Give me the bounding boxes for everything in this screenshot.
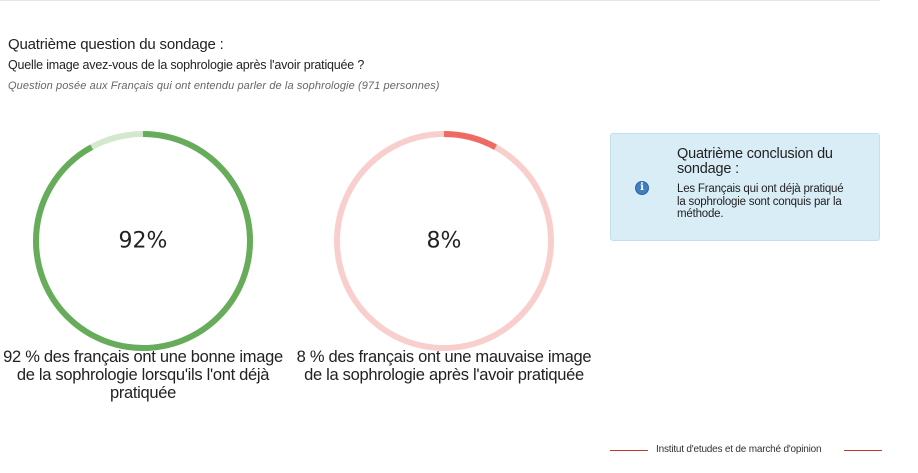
donut-arc-value xyxy=(334,131,554,351)
survey-question: Quelle image avez-vous de la sophrologie… xyxy=(8,58,365,72)
top-divider xyxy=(0,0,880,3)
donut-svg-negative: 8% xyxy=(334,131,554,351)
conclusion-callout: i Quatrième conclusion du sondage : Les … xyxy=(610,133,880,241)
survey-note: Question posée aux Français qui ont ente… xyxy=(8,80,440,92)
donut-center-label: 8% xyxy=(427,229,462,254)
donut-arc-value xyxy=(33,131,253,351)
donut-caption-positive: 92 % des français ont une bonne image de… xyxy=(3,348,283,402)
conclusion-text: Les Français qui ont déjà pratiqué la so… xyxy=(677,183,844,220)
donut-chart-negative: 8% xyxy=(331,128,557,354)
conclusion-title: Quatrième conclusion du sondage : xyxy=(677,146,833,177)
info-icon: i xyxy=(635,181,649,195)
footer-line-left xyxy=(610,450,648,451)
donut-caption-negative: 8 % des français ont une mauvaise image … xyxy=(296,348,592,384)
footer-text: Institut d'etudes et de marché d'opinion xyxy=(656,444,822,455)
donut-chart-positive: 92% xyxy=(30,128,256,354)
footer: Institut d'etudes et de marché d'opinion xyxy=(610,443,882,457)
donut-center-label: 92% xyxy=(119,229,168,254)
donut-svg-positive: 92% xyxy=(33,131,253,351)
survey-heading: Quatrième question du sondage : xyxy=(8,36,224,53)
footer-line-right xyxy=(844,450,882,451)
